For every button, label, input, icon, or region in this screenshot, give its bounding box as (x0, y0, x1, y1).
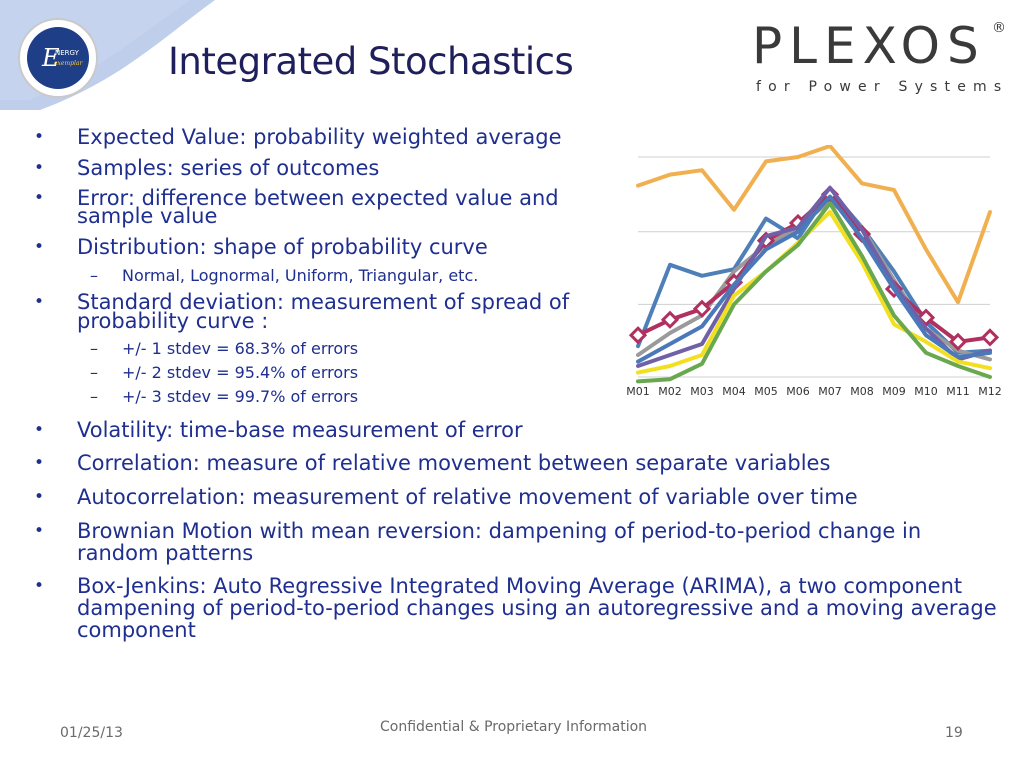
logo-subword: exemplar (54, 60, 84, 67)
brand-name: PLEXOS (752, 17, 986, 75)
sub-bullet-dash: – (90, 266, 98, 285)
logo-word: NERGY (55, 49, 80, 57)
series-line-4 (636, 185, 992, 368)
bullet-dot: • (34, 188, 45, 208)
plexos-brand: PLEXOS ® for Power Systems (752, 17, 1006, 100)
series-3-point-10 (948, 332, 968, 351)
logo-badge-icon: E NERGY exemplar (18, 18, 98, 98)
brand-tagline: for Power Systems (756, 79, 1009, 95)
series-line-6 (636, 210, 992, 375)
footer-confidential: Confidential & Proprietary Information (380, 719, 648, 735)
series-line-7 (636, 201, 992, 384)
bullet-dot: • (34, 127, 45, 147)
x-tick-label-6: M07 (818, 385, 842, 398)
sub-bullet-dash: – (90, 339, 98, 358)
sub-bullet-dash: – (90, 387, 98, 406)
bullet-dot: • (34, 576, 45, 596)
series-3-point-2 (692, 299, 712, 318)
page-title: Integrated Stochastics (168, 40, 574, 83)
brand-registered-mark: ® (992, 20, 1006, 36)
x-tick-label-11: M12 (978, 385, 1002, 398)
bullet-dot: • (34, 237, 45, 257)
x-tick-label-5: M06 (786, 385, 810, 398)
series-3-point-11 (980, 328, 1000, 347)
series-3-point-1 (660, 310, 680, 329)
x-tick-label-8: M09 (882, 385, 906, 398)
bullet-dot: • (34, 521, 45, 541)
x-tick-label-7: M08 (850, 385, 874, 398)
series-line-0 (636, 145, 992, 305)
energy-exemplar-logo: E NERGY exemplar (18, 18, 98, 98)
x-tick-label-10: M11 (946, 385, 970, 398)
series-3-point-0 (628, 326, 648, 345)
footer-date: 01/25/13 (60, 725, 123, 741)
bullet-dot: • (34, 158, 45, 178)
bullet-dot: • (34, 487, 45, 507)
x-tick-label-0: M01 (626, 385, 650, 398)
sub-bullet-dash: – (90, 363, 98, 382)
bullet-dot: • (34, 420, 45, 440)
x-tick-label-4: M05 (754, 385, 778, 398)
bullet-dot: • (34, 453, 45, 473)
logo-letter: E (41, 44, 60, 72)
series-line-5 (636, 194, 992, 364)
sample-paths-line-chart: M01 M02 M03 M04 M05 M06 M07 M08 M09 M10 M11 M12 (626, 145, 1002, 398)
footer-page-number: 19 (945, 725, 963, 741)
x-tick-label-1: M02 (658, 385, 682, 398)
x-tick-label-9: M10 (914, 385, 938, 398)
x-tick-label-2: M03 (690, 385, 714, 398)
x-tick-label-3: M04 (722, 385, 746, 398)
bullet-dot: • (34, 292, 45, 312)
